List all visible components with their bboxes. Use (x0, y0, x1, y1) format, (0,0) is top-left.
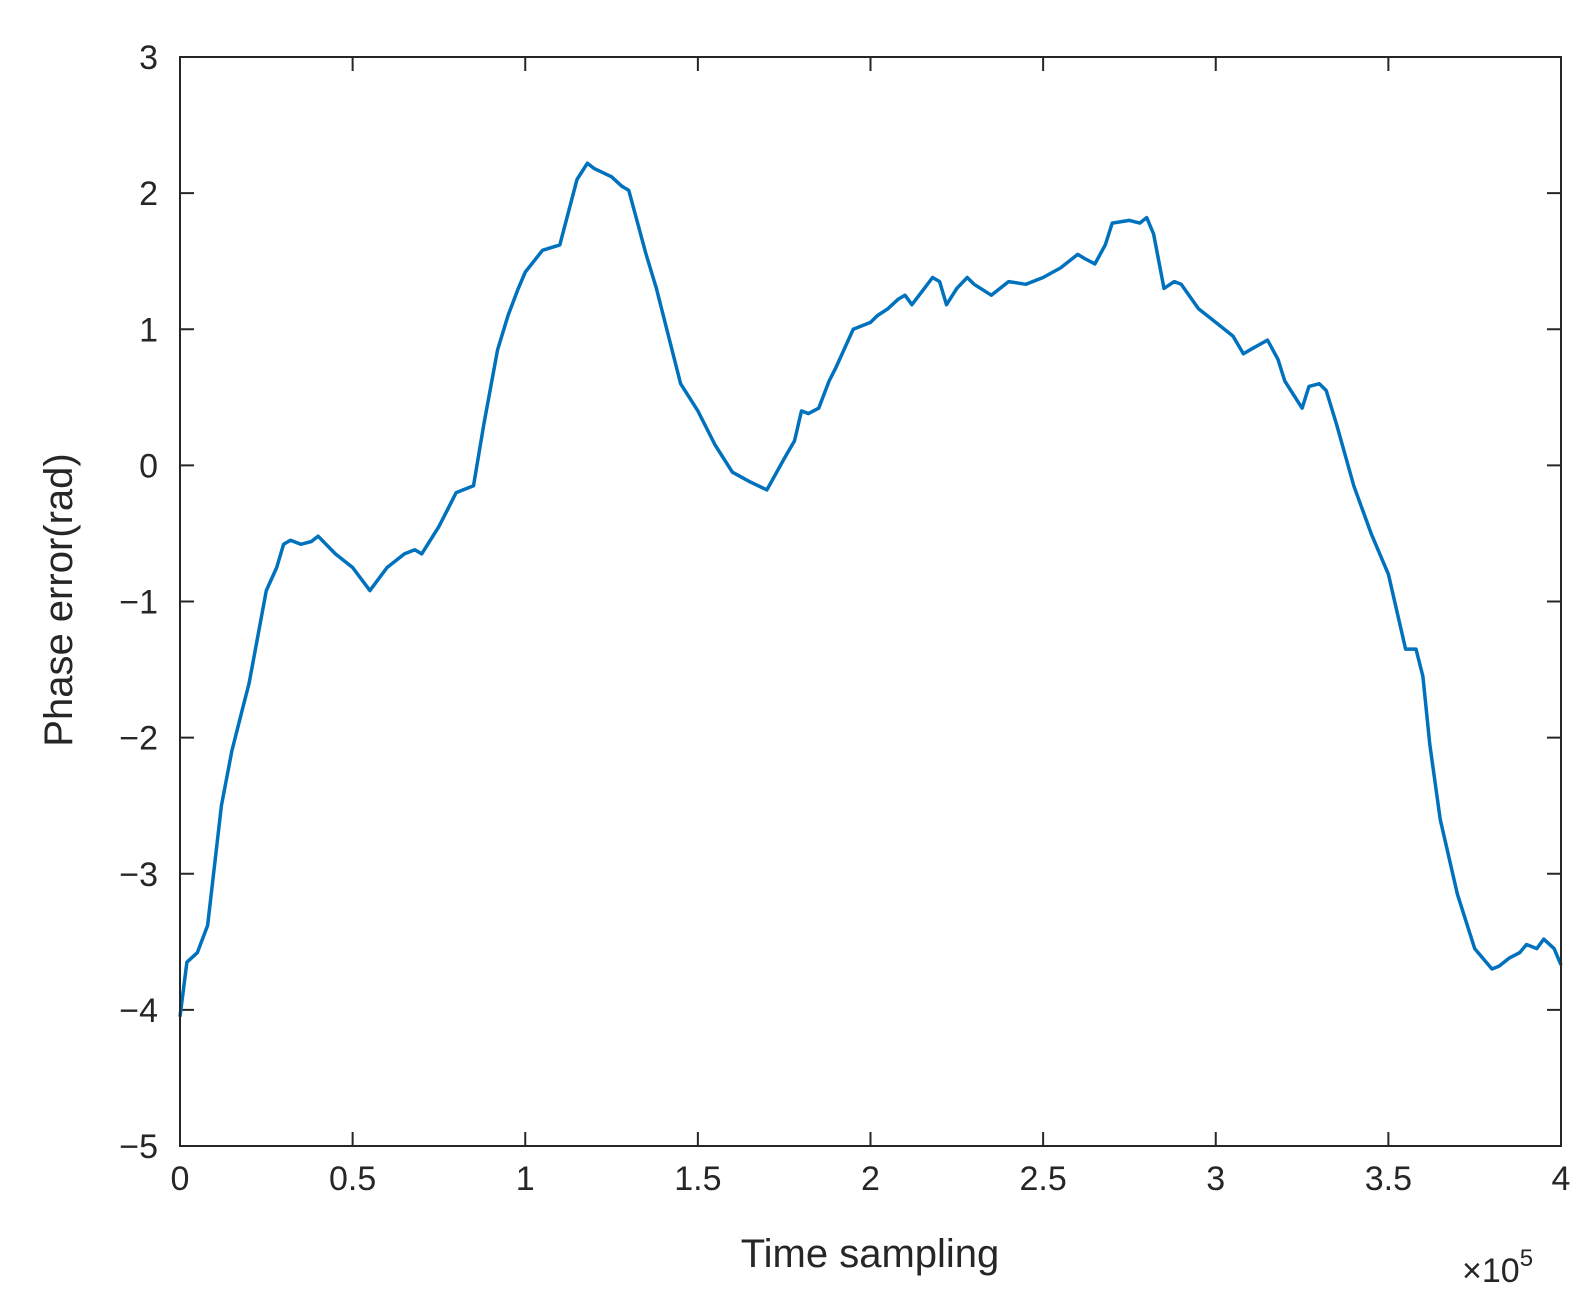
plot-frame (179, 56, 1562, 1147)
x-tick-label: 0 (171, 1160, 190, 1198)
y-axis-title: Phase error(rad) (37, 453, 81, 746)
y-tick-label: −5 (119, 1128, 158, 1166)
y-tick-label: −4 (119, 992, 158, 1030)
x-axis-title: Time sampling (741, 1232, 1000, 1276)
y-tick-label: 0 (139, 447, 158, 485)
y-tick-label: −3 (119, 856, 158, 894)
series-line (178, 161, 1563, 1017)
x-tick-label: 3.5 (1365, 1160, 1412, 1198)
y-tick-labels: 3 2 1 0 −1 −2 −3 −4 −5 (119, 39, 158, 1166)
x-multiplier-base: ×10 (1462, 1252, 1520, 1290)
x-tick-label: 3 (1206, 1160, 1225, 1198)
y-tick-label: 2 (139, 175, 158, 213)
y-tick-label: −2 (119, 720, 158, 758)
y-tick-label: 3 (139, 39, 158, 77)
x-multiplier: ×105 (1462, 1245, 1533, 1290)
plot-background (180, 57, 1561, 1146)
x-multiplier-exponent: 5 (1520, 1245, 1533, 1272)
x-tick-label: 4 (1552, 1160, 1571, 1198)
y-tick-label: −1 (119, 584, 158, 622)
x-tick-label: 0.5 (329, 1160, 376, 1198)
x-tick-label: 1 (516, 1160, 535, 1198)
x-tick-labels: 0 0.5 1 1.5 2 2.5 3 3.5 4 (171, 1160, 1571, 1198)
y-tick-label: 1 (139, 311, 158, 349)
x-tick-label: 1.5 (674, 1160, 721, 1198)
x-tick-label: 2.5 (1019, 1160, 1066, 1198)
x-tick-label: 2 (861, 1160, 880, 1198)
